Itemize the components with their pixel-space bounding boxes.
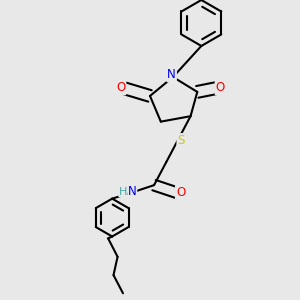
Text: O: O <box>176 186 185 199</box>
Text: N: N <box>128 185 137 198</box>
Text: O: O <box>116 81 125 94</box>
Text: N: N <box>167 68 176 81</box>
Text: S: S <box>177 134 185 147</box>
Text: H: H <box>119 187 127 197</box>
Text: O: O <box>216 81 225 94</box>
